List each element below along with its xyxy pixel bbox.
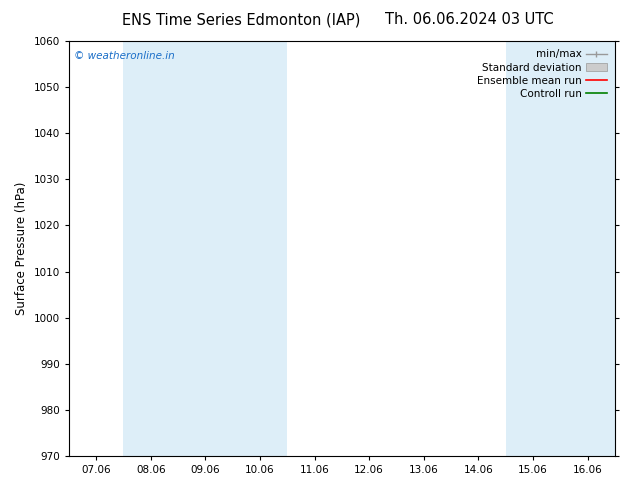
Text: Th. 06.06.2024 03 UTC: Th. 06.06.2024 03 UTC [385,12,553,27]
Bar [124,41,287,456]
Legend: min/max, Standard deviation, Ensemble mean run, Controll run: min/max, Standard deviation, Ensemble me… [474,46,610,102]
Bar [506,41,615,456]
Y-axis label: Surface Pressure (hPa): Surface Pressure (hPa) [15,182,28,315]
Text: ENS Time Series Edmonton (IAP): ENS Time Series Edmonton (IAP) [122,12,360,27]
Text: © weatheronline.in: © weatheronline.in [74,51,175,61]
